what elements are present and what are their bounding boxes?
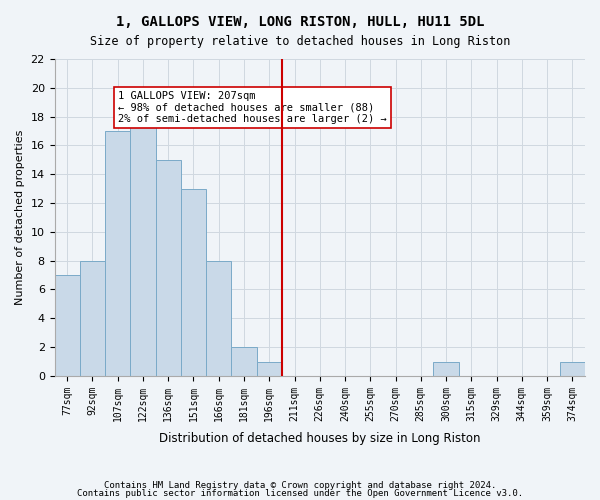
Bar — [155, 160, 181, 376]
Bar — [206, 260, 232, 376]
Bar — [257, 362, 282, 376]
Bar — [130, 116, 155, 376]
X-axis label: Distribution of detached houses by size in Long Riston: Distribution of detached houses by size … — [159, 432, 481, 445]
Bar — [433, 362, 458, 376]
Text: Contains HM Land Registry data © Crown copyright and database right 2024.: Contains HM Land Registry data © Crown c… — [104, 481, 496, 490]
Bar — [232, 347, 257, 376]
Bar — [560, 362, 585, 376]
Text: 1 GALLOPS VIEW: 207sqm
← 98% of detached houses are smaller (88)
2% of semi-deta: 1 GALLOPS VIEW: 207sqm ← 98% of detached… — [118, 90, 386, 124]
Bar — [55, 275, 80, 376]
Bar — [105, 131, 130, 376]
Text: Size of property relative to detached houses in Long Riston: Size of property relative to detached ho… — [90, 35, 510, 48]
Bar — [181, 188, 206, 376]
Bar — [80, 260, 105, 376]
Text: Contains public sector information licensed under the Open Government Licence v3: Contains public sector information licen… — [77, 488, 523, 498]
Text: 1, GALLOPS VIEW, LONG RISTON, HULL, HU11 5DL: 1, GALLOPS VIEW, LONG RISTON, HULL, HU11… — [116, 15, 484, 29]
Y-axis label: Number of detached properties: Number of detached properties — [15, 130, 25, 305]
